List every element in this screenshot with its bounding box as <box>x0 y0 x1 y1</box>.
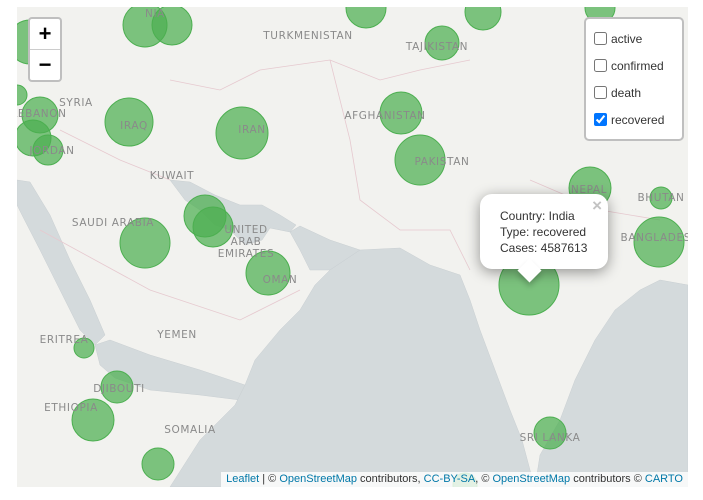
attribution-text: contributors, <box>357 473 424 485</box>
case-marker[interactable] <box>151 7 193 46</box>
borders <box>39 59 661 321</box>
case-marker[interactable] <box>192 206 234 248</box>
case-marker[interactable] <box>100 370 134 404</box>
country-label: ERITREA <box>39 334 89 346</box>
country-label: JORDAN <box>29 145 75 157</box>
bay-of-bengal <box>534 279 688 487</box>
country-label: BHUTAN <box>637 192 685 204</box>
zoom-out-button[interactable]: − <box>38 52 52 77</box>
layer-checkbox[interactable] <box>594 113 607 126</box>
case-marker[interactable] <box>215 106 269 160</box>
layer-label: confirmed <box>611 58 664 73</box>
attribution-text: | © <box>259 473 280 485</box>
case-marker[interactable] <box>394 134 446 186</box>
layer-checkbox[interactable] <box>594 32 607 45</box>
country-label: SOMALIA <box>164 424 216 436</box>
case-marker[interactable] <box>71 398 115 442</box>
zoom-control: + − <box>28 17 62 82</box>
country-label: NEPAL <box>570 184 608 196</box>
case-marker[interactable] <box>73 337 95 359</box>
attribution-link[interactable]: CARTO <box>644 473 683 485</box>
layer-option[interactable]: active <box>592 25 682 52</box>
case-marker[interactable] <box>104 97 154 147</box>
case-marker[interactable] <box>141 447 175 481</box>
red-sea <box>17 179 106 346</box>
country-label: BANGLADESH <box>620 232 688 244</box>
layer-checkbox[interactable] <box>594 86 607 99</box>
attribution: Leaflet | © OpenStreetMap contributors, … <box>221 472 688 487</box>
country-label: SYRIA <box>59 97 93 109</box>
country-label: LEBANON <box>17 108 67 120</box>
case-marker[interactable] <box>119 217 171 269</box>
country-label: TAJIKISTAN <box>405 41 469 53</box>
layer-label: active <box>611 31 643 46</box>
popup-line: Type: recovered <box>500 225 587 239</box>
country-label: KUWAIT <box>149 170 195 182</box>
basemap <box>17 7 688 487</box>
country-label: NIA <box>145 8 165 20</box>
zoom-in-button[interactable]: + <box>30 19 60 50</box>
case-marker[interactable] <box>633 216 685 268</box>
layer-control: active confirmed death recovered <box>584 17 684 141</box>
attribution-text: contributors © <box>570 473 645 485</box>
layer-checkbox[interactable] <box>594 59 607 72</box>
country-label: ETHIOPIA <box>44 402 98 414</box>
layer-label: death <box>611 85 642 100</box>
case-marker[interactable] <box>424 25 460 61</box>
case-marker[interactable] <box>32 134 64 166</box>
case-marker[interactable] <box>533 416 567 450</box>
case-marker[interactable] <box>245 250 291 296</box>
country-label: UNITED ARAB EMIRATES <box>217 224 275 260</box>
popup-content: Country: India Type: recovered Cases: 4587… <box>500 208 587 256</box>
country-label: DJIBOUTI <box>93 383 145 395</box>
case-marker[interactable] <box>464 7 502 31</box>
arabian-sea <box>169 247 536 487</box>
attribution-link[interactable]: Leaflet <box>226 473 260 485</box>
attribution-link[interactable]: OpenStreetMap <box>492 473 571 485</box>
case-marker[interactable] <box>379 91 423 135</box>
layer-option[interactable]: recovered <box>592 106 682 133</box>
attribution-link[interactable]: OpenStreetMap <box>279 473 357 485</box>
country-label: SAUDI ARABIA <box>71 217 155 229</box>
layer-option[interactable]: death <box>592 79 682 106</box>
country-label: IRAN <box>238 124 266 136</box>
attribution-link[interactable]: CC-BY-SA <box>423 473 476 485</box>
country-label: PAKISTAN <box>414 156 470 168</box>
country-label: SRI LANKA <box>519 432 581 444</box>
country-label: TURKMENISTAN <box>263 30 353 42</box>
country-label: YEMEN <box>157 329 197 341</box>
country-label: AFGHANISTAN <box>344 110 426 122</box>
popup-line: Cases: 4587613 <box>500 241 588 255</box>
case-marker[interactable] <box>649 186 673 210</box>
popup-line: Country: India <box>500 209 575 223</box>
case-marker[interactable] <box>345 7 387 29</box>
popup: Country: India Type: recovered Cases: 4587… <box>480 194 608 283</box>
attribution-text: , © <box>475 473 493 485</box>
country-label: OMAN <box>262 274 298 286</box>
popup-close[interactable]: × <box>592 196 602 215</box>
country-label: IRAQ <box>120 120 148 132</box>
layer-label: recovered <box>611 112 665 127</box>
layer-option[interactable]: confirmed <box>592 52 682 79</box>
case-marker[interactable] <box>17 84 28 106</box>
country-label: UZBEKISTAN <box>330 7 402 9</box>
